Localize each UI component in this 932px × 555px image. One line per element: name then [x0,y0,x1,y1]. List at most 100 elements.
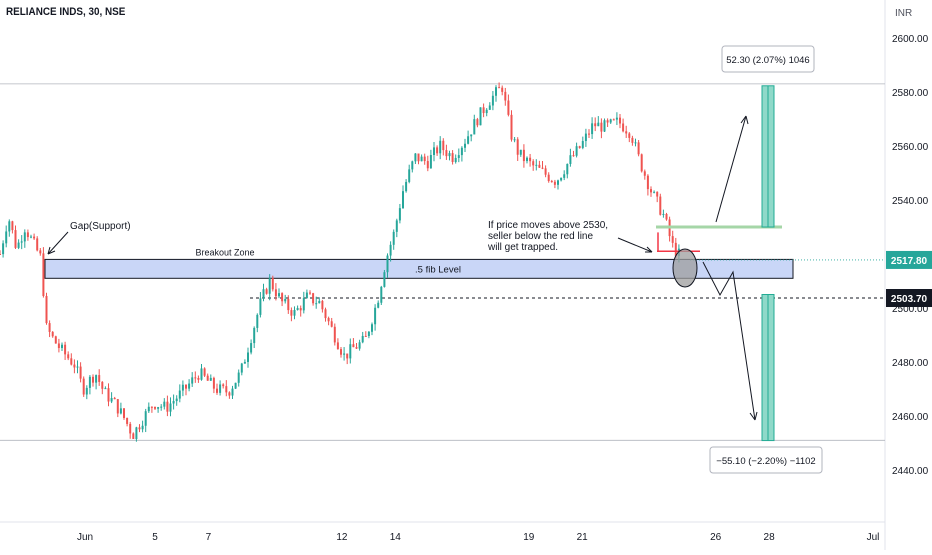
candle-body [178,390,181,399]
candle-body [231,388,234,396]
bullish-path-arrow-head [740,115,749,125]
candle-body [203,368,206,376]
candle-body [324,309,327,319]
candle-body [278,293,280,297]
candle-body [414,153,417,162]
candle-body [147,406,150,412]
candle-body [61,344,63,349]
note-text-line: will get trapped. [487,242,558,253]
candle-body [622,123,625,132]
candle-body [603,120,606,132]
breakout-zone-label: Breakout Zone [195,247,254,257]
candle-body [104,388,107,390]
candle-body [491,95,494,106]
candle-body [541,167,544,169]
candle-body [451,153,454,162]
candle-body [113,398,116,400]
candle-body [600,122,603,132]
candle-body [374,307,377,325]
candle-body [296,308,299,310]
candle-body [271,278,274,290]
candle-body [333,326,336,343]
highlight-circle [672,248,698,288]
candle-body [82,378,85,395]
candle-body [575,146,578,156]
current-price-tag-label: 2517.80 [891,256,928,267]
candle-body [569,155,572,164]
y-tick-label: 2460.00 [892,412,929,423]
candle-body [578,146,581,148]
candle-body [253,327,256,344]
candle-body [411,161,414,170]
candle-body [398,208,401,221]
candle-body [17,242,20,248]
candle-body [553,181,556,185]
candle-body [302,298,305,311]
candle-body [48,323,51,332]
candle-body [488,105,491,110]
candle-body [566,163,569,175]
candle-body [42,253,45,296]
candle-body [479,107,482,126]
candle-body [389,244,392,256]
candle-body [57,343,60,349]
candle-body [628,133,631,138]
candle-body [420,156,423,162]
candle-body [191,377,194,384]
candle-body [643,171,646,176]
candle-body [76,366,79,368]
candle-body [637,142,640,155]
candle-body [513,139,516,141]
candle-body [364,335,367,337]
candle-body [206,375,209,381]
candle-body [237,372,240,383]
note-arrow-head [645,246,653,253]
candle-body [594,123,597,127]
candle-body [107,388,110,402]
candle-body [581,141,584,148]
candle-body [240,363,243,373]
candle-body [212,377,215,389]
candle-body [123,408,125,418]
candle-body [544,168,547,175]
candle-body [222,384,225,387]
x-tick-label: 19 [523,532,535,543]
candle-body [154,406,156,409]
candle-body [247,352,249,362]
candle-body [141,425,144,430]
note-text-line: seller below the red line [488,231,593,242]
candle-body [591,123,594,135]
candle-body [606,120,609,123]
candle-body [588,133,590,135]
candle-body [361,335,364,343]
candle-body [98,375,101,382]
candle-body [659,196,662,215]
candle-body [650,189,652,193]
short-target-label-box [709,446,823,474]
breakout-zone-rect[interactable] [44,258,794,279]
candle-body [234,382,237,389]
candle-body [138,427,141,430]
candle-body [426,161,429,169]
candle-body [433,147,435,155]
candle-body [346,353,349,359]
candle-body [631,137,634,143]
candle-body [194,377,197,379]
y-tick-label: 2440.00 [892,466,929,477]
candle-body [281,293,284,302]
candle-body [343,353,346,355]
y-tick-label: 2500.00 [892,304,929,315]
candle-body [144,411,147,426]
bearish-path-arrow-head [749,411,758,421]
candle-body [73,364,76,368]
candle-body [20,241,23,243]
candle-body [26,232,29,238]
chart-title: RELIANCE INDS, 30, NSE [6,6,126,18]
current-price-tag [886,250,932,269]
candle-body [243,361,246,364]
y-tick-label: 2560.00 [892,142,929,153]
candle-body [312,293,315,304]
y-tick-label: 2580.00 [892,88,929,99]
